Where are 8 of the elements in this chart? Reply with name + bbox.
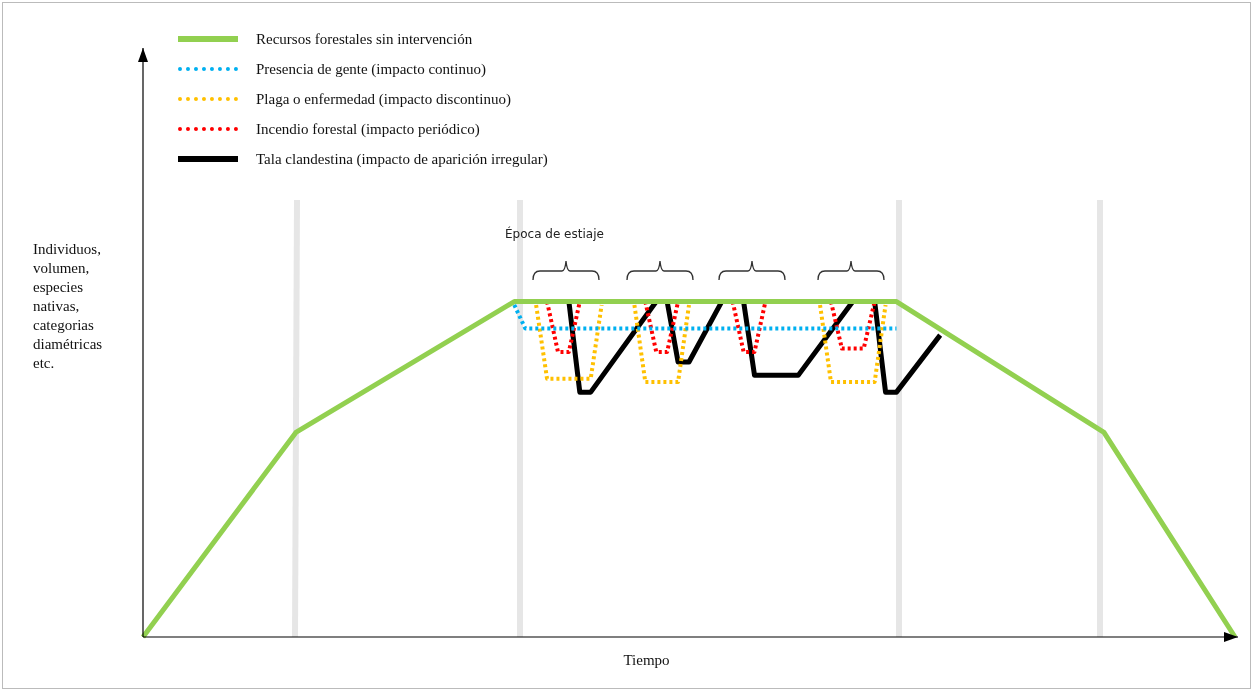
legend-label: Presencia de gente (impacto continuo) [256, 60, 486, 78]
y-axis-title: Individuos, volumen, especies nativas, categorias diamétricas etc. [33, 240, 103, 373]
legend-label: Incendio forestal (impacto periódico) [256, 120, 480, 138]
text: Época de estiaje [505, 227, 604, 241]
legend-label: Plaga o enfermedad (impacto discontinuo) [256, 90, 511, 108]
legend-label: Recursos forestales sin intervención [256, 30, 473, 48]
x-axis-title: Tiempo [622, 652, 671, 669]
legend-label: Tala clandestina (impacto de aparición irregular) [256, 150, 548, 168]
